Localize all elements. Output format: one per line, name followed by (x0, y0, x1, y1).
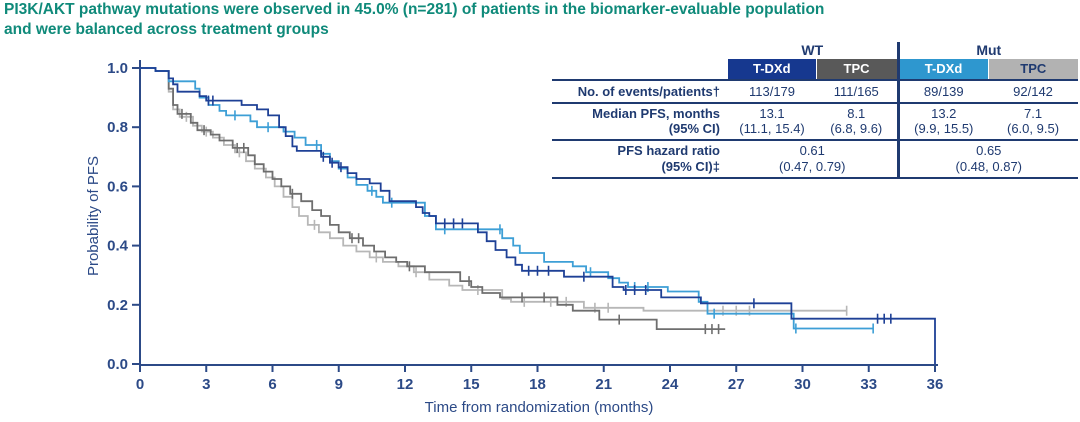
row-label-hazard-ratio: PFS hazard ratio (95% CI)‡ (552, 138, 728, 179)
y-axis-ticks: 0.0 0.2 0.4 0.6 0.8 1.0 (107, 60, 139, 373)
km-curve-tpc-mut (140, 67, 847, 312)
x-tick-label: 36 (927, 376, 944, 393)
slide-title-line1: PI3K/AKT pathway mutations were observed… (4, 1, 825, 18)
hazard-ratio-wt: 0.61 (0.47, 0.79) (728, 138, 899, 179)
row-label-events: No. of events/patients† (552, 78, 728, 103)
group-header-mut: Mut (896, 42, 1079, 59)
table-column-header-row: T-DXd TPC T-DXd TPC (552, 58, 1079, 80)
table-row-events: No. of events/patients† 113/179 111/165 … (552, 78, 1079, 103)
x-tick-label: 27 (728, 376, 745, 393)
column-header-tpc-mut: TPC (988, 58, 1079, 80)
x-tick-label: 15 (463, 376, 480, 393)
hazard-ratio-mut: 0.65 (0.48, 0.87) (896, 138, 1079, 179)
table-empty-cell (552, 59, 728, 80)
x-tick-label: 9 (335, 376, 343, 393)
events-tpc-wt: 111/165 (816, 78, 899, 103)
table-row-hazard-ratio: PFS hazard ratio (95% CI)‡ 0.61 (0.47, 0.… (552, 138, 1079, 179)
slide-title-line2: and were balanced across treatment group… (4, 21, 329, 38)
y-tick-label: 0.8 (107, 119, 128, 136)
km-curves (140, 67, 936, 364)
column-header-tdxd-wt: T-DXd (728, 58, 817, 80)
table-group-header-row: WT Mut (552, 42, 1079, 59)
median-tpc-wt: 8.1 (6.8, 9.6) (816, 101, 899, 140)
km-curve-tdxd-wt (140, 67, 936, 364)
column-header-tpc-wt: TPC (816, 58, 899, 80)
km-curve-tpc-wt (140, 67, 726, 330)
y-axis-title: Probability of PFS (85, 156, 102, 276)
median-tdxd-mut: 13.2 (9.9, 15.5) (896, 101, 989, 140)
y-tick-label: 1.0 (107, 60, 128, 77)
x-tick-label: 18 (529, 376, 546, 393)
x-axis-title: Time from randomization (months) (425, 399, 654, 416)
events-tdxd-wt: 113/179 (728, 78, 816, 103)
x-tick-label: 0 (136, 376, 144, 393)
x-tick-label: 33 (860, 376, 877, 393)
column-header-tdxd-mut: T-DXd (896, 58, 989, 80)
pfs-summary-table: WT Mut T-DXd TPC T-DXd TPC No. of events… (552, 42, 1079, 179)
x-tick-label: 24 (662, 376, 679, 393)
events-tdxd-mut: 89/139 (896, 78, 989, 103)
x-tick-label: 21 (595, 376, 612, 393)
x-tick-label: 3 (202, 376, 210, 393)
y-tick-label: 0.2 (107, 297, 128, 314)
events-tpc-mut: 92/142 (988, 78, 1079, 103)
km-curve-tdxd-mut (140, 67, 874, 330)
median-tpc-mut: 7.1 (6.0, 9.5) (988, 101, 1079, 140)
x-axis-ticks: 0 3 6 9 12 15 18 21 24 27 30 33 36 (136, 365, 944, 393)
y-tick-label: 0.0 (107, 356, 128, 373)
table-row-median-pfs: Median PFS, months (95% CI) 13.1 (11.1, 1… (552, 101, 1079, 140)
group-header-wt: WT (801, 42, 824, 58)
slide-title: PI3K/AKT pathway mutations were observed… (4, 0, 864, 40)
y-tick-label: 0.6 (107, 178, 128, 195)
x-tick-label: 6 (268, 376, 276, 393)
table-corner-cell (552, 42, 728, 59)
y-tick-label: 0.4 (107, 238, 129, 255)
median-tdxd-wt: 13.1 (11.1, 15.4) (728, 101, 816, 140)
row-label-median-pfs: Median PFS, months (95% CI) (552, 101, 728, 140)
pfs-summary-table-grid: WT Mut T-DXd TPC T-DXd TPC No. of events… (552, 42, 1079, 179)
x-tick-label: 12 (397, 376, 414, 393)
x-tick-label: 30 (794, 376, 811, 393)
